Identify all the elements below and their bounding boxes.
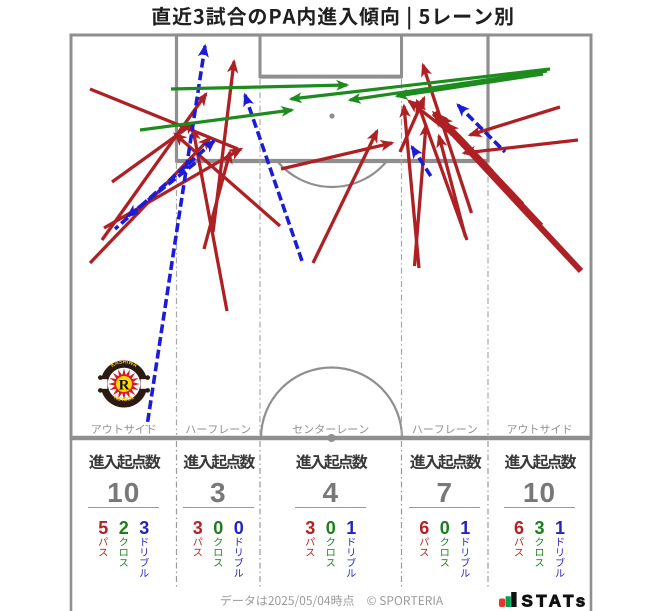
svg-text:STATs: STATs: [522, 592, 589, 611]
svg-text:REYSOL: REYSOL: [113, 394, 137, 403]
svg-text:KASHIWA: KASHIWA: [110, 359, 138, 369]
svg-text:R: R: [119, 377, 130, 393]
